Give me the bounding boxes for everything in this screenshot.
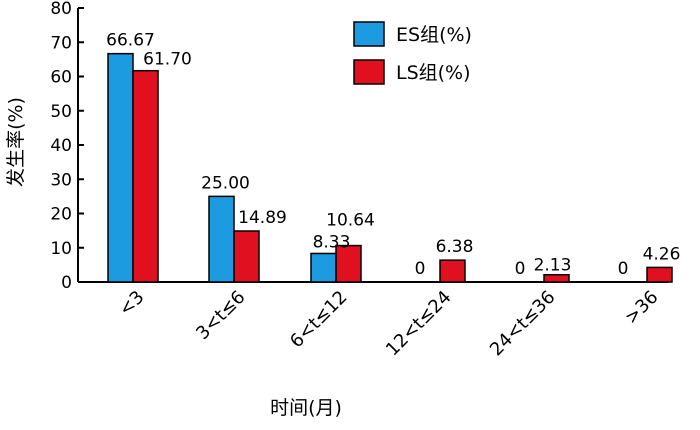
category-labels: <3 3<t≤6 6<t≤12 12<t≤24 24<t≤36 >36 [115,287,663,361]
x-axis-title: 时间(月) [270,397,342,419]
bars [107,52,673,283]
y-tick-label: 80 [50,0,72,19]
legend-label-es: ES组(%) [396,24,472,46]
y-tick-label: 0 [61,273,72,293]
bar-ls [543,273,570,283]
data-label-es: 66.67 [106,31,155,51]
data-label-ls: 61.70 [143,50,192,70]
y-tick-label: 50 [50,102,72,122]
legend: ES组(%) LS组(%) [353,21,472,85]
bar-ls [439,259,466,283]
bar-ls [646,266,673,283]
y-tick-label: 70 [50,33,72,53]
category-label: <3 [115,287,149,321]
data-label-es: 0 [415,259,426,279]
legend-label-ls: LS组(%) [396,62,471,84]
y-tick-label: 60 [50,68,72,88]
bar-ls [335,244,362,283]
bar-es [107,52,134,283]
data-label-es: 25.00 [201,173,250,193]
bar-ls [132,69,159,283]
category-label: 24<t≤36 [486,287,560,361]
data-label-es: 0 [618,259,629,279]
y-tick-label: 20 [50,205,72,225]
category-label: 6<t≤12 [286,287,351,352]
category-label: >36 [621,287,663,329]
data-label-es: 0 [515,259,526,279]
bar-ls [233,230,260,283]
category-label: 12<t≤24 [382,287,456,361]
data-label-ls: 6.38 [436,237,474,257]
data-label-ls: 10.64 [326,211,375,231]
y-axis-title: 发生率(%) [5,97,27,187]
data-label-ls: 14.89 [238,208,287,228]
data-label-ls: 4.26 [643,244,681,264]
bar-es [310,252,337,283]
legend-swatch-ls [353,59,385,85]
y-ticks: 0 10 20 30 40 50 60 70 80 [50,0,84,293]
data-label-es: 8.33 [313,232,351,252]
category-label: 3<t≤6 [192,287,249,344]
y-tick-label: 10 [50,239,72,259]
legend-swatch-es [353,21,385,47]
y-tick-label: 30 [50,170,72,190]
data-label-ls: 2.13 [534,256,572,276]
y-tick-label: 40 [50,136,72,156]
bar-es [208,195,235,283]
